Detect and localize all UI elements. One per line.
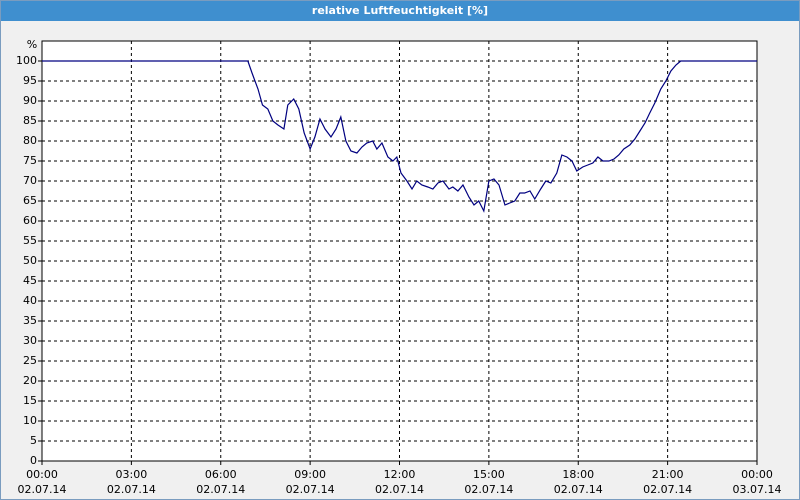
x-tick-label: 12:00: [384, 468, 416, 481]
y-tick-label: 85: [23, 114, 37, 127]
y-tick-label: 20: [23, 374, 37, 387]
x-tick-label: 00:00: [741, 468, 773, 481]
y-tick-label: 60: [23, 214, 37, 227]
y-tick-label: 35: [23, 314, 37, 327]
x-tick-label: 18:00: [562, 468, 594, 481]
y-tick-label: 50: [23, 254, 37, 267]
y-axis-label: %: [27, 38, 37, 51]
plot-border: [41, 40, 758, 462]
x-tick-label: 09:00: [294, 468, 326, 481]
y-tick-label: 30: [23, 334, 37, 347]
y-tick-label: 95: [23, 74, 37, 87]
x-tick-date: 02.07.14: [643, 483, 692, 496]
x-tick-date: 02.07.14: [286, 483, 335, 496]
x-tick-date: 02.07.14: [18, 483, 67, 496]
x-tick-label: 00:00: [26, 468, 58, 481]
y-tick-label: 100: [16, 54, 37, 67]
y-tick-label: 80: [23, 134, 37, 147]
y-tick-label: 40: [23, 294, 37, 307]
y-tick-label: 0: [30, 454, 37, 467]
x-tick-date: 02.07.14: [554, 483, 603, 496]
y-tick-label: 15: [23, 394, 37, 407]
x-tick-label: 06:00: [205, 468, 237, 481]
chart: % 0 5 10 15 20 25 30 35 40 45 50 55 60 65 70 75 80 85 90 95…: [16, 38, 782, 496]
x-tick-date: 02.07.14: [375, 483, 424, 496]
y-tick-label: 25: [23, 354, 37, 367]
y-tick-label: 70: [23, 174, 37, 187]
x-tick-date: 02.07.14: [196, 483, 245, 496]
x-tick-label: 21:00: [652, 468, 684, 481]
data-line: [42, 60, 757, 213]
y-tick-label: 10: [23, 414, 37, 427]
x-tick-date: 03.07.14: [733, 483, 782, 496]
y-tick-label: 75: [23, 154, 37, 167]
y-tick-label: 55: [23, 234, 37, 247]
x-tick-label: 15:00: [473, 468, 505, 481]
y-tick-label: 90: [23, 94, 37, 107]
title-bar: relative Luftfeuchtigkeit [%]: [1, 1, 799, 21]
x-tick-date: 02.07.14: [107, 483, 156, 496]
y-tick-label: 45: [23, 274, 37, 287]
y-tick-label: 5: [30, 434, 37, 447]
y-tick-label: 65: [23, 194, 37, 207]
x-tick-label: 03:00: [116, 468, 148, 481]
x-tick-date: 02.07.14: [464, 483, 513, 496]
